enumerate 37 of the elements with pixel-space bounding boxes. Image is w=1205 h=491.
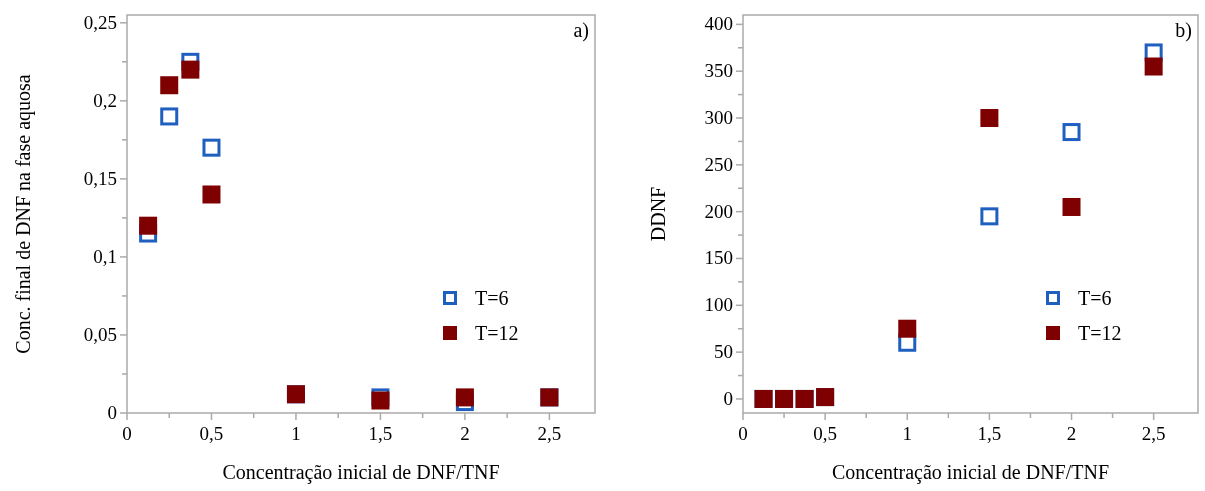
y-tick-label: 0,2 [93, 89, 117, 111]
legend-label: T=6 [1078, 287, 1112, 309]
y-tick-label: 0 [723, 387, 733, 409]
y-tick-label: 300 [704, 107, 733, 129]
y-tick-label: 150 [704, 247, 733, 269]
y-tick-label: 250 [704, 153, 733, 175]
y-tick-label: 0 [107, 402, 117, 423]
y-axis-title: DDNF [647, 186, 669, 242]
x-tick-label: 2,5 [537, 423, 562, 444]
y-tick-label: 350 [704, 60, 733, 82]
legend-label: T=6 [475, 287, 509, 309]
y-tick-label: 400 [704, 13, 733, 35]
x-tick-label: 0,5 [813, 423, 837, 444]
y-tick-label: 200 [704, 200, 733, 222]
y-axis-title: Conc. final de DNF na fase aquosa [12, 74, 35, 354]
x-tick-label: 0,5 [199, 423, 224, 444]
x-tick-label: 2,5 [1141, 423, 1166, 444]
legend-label: T=12 [1078, 322, 1122, 344]
y-tick-label: 100 [704, 294, 733, 316]
x-tick-label: 0 [738, 423, 748, 444]
x-axis-title: Concentração inicial de DNF/TNF [222, 461, 500, 484]
y-tick-label: 0,15 [83, 167, 117, 189]
y-tick-label: 50 [714, 341, 733, 363]
x-tick-label: 2 [1066, 423, 1077, 444]
y-tick-label: 0,25 [83, 11, 117, 33]
annotation: a) [573, 19, 589, 42]
x-tick-label: 2 [460, 423, 470, 444]
x-tick-label: 0 [122, 423, 132, 444]
x-tick-label: 1 [902, 423, 913, 444]
x-tick-label: 1,5 [368, 423, 393, 444]
x-axis-title: Concentração inicial de DNF/TNF [831, 461, 1110, 484]
y-tick-label: 0,1 [93, 245, 117, 267]
y-tick-label: 0,05 [83, 323, 117, 345]
x-tick-label: 1,5 [977, 423, 1002, 444]
annotation: b) [1175, 19, 1192, 42]
x-tick-label: 1 [291, 423, 301, 444]
legend-label: T=12 [475, 322, 519, 344]
